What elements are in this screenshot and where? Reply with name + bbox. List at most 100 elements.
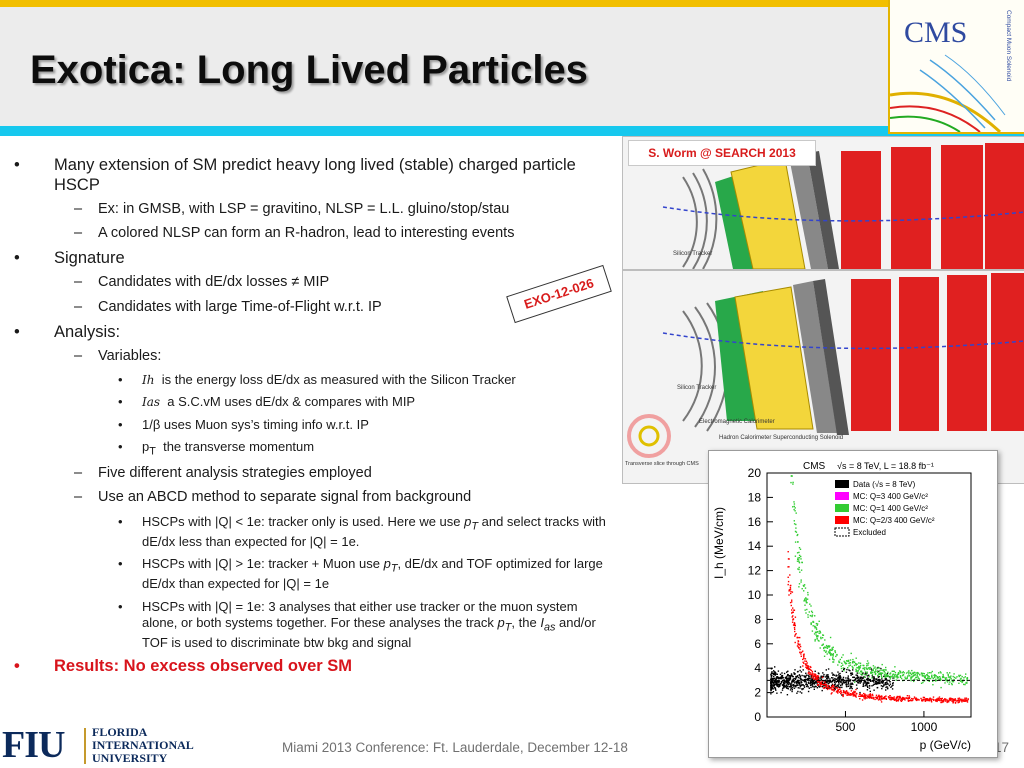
data-point: [792, 506, 794, 508]
data-point: [916, 673, 919, 675]
data-point: [928, 672, 931, 674]
data-point: [800, 653, 802, 655]
data-point: [914, 697, 916, 699]
data-point: [825, 650, 827, 652]
data-point: [826, 647, 829, 649]
data-point: [771, 680, 773, 683]
data-point: [774, 666, 776, 668]
data-point: [899, 676, 902, 678]
data-point: [884, 697, 886, 699]
data-point: [792, 618, 795, 620]
data-point: [939, 671, 942, 673]
data-point: [796, 692, 798, 694]
data-point: [836, 674, 838, 677]
fiu-logo: FIU FLORIDA INTERNATIONAL UNIVERSITY: [2, 724, 202, 768]
data-point: [897, 700, 899, 702]
data-point: [790, 590, 792, 593]
data-point: [847, 659, 850, 662]
data-point: [939, 676, 941, 678]
data-point: [832, 658, 834, 660]
data-point: [844, 692, 847, 695]
data-point: [789, 675, 792, 677]
data-point: [966, 677, 969, 679]
data-point: [790, 673, 793, 675]
data-point: [931, 674, 933, 676]
data-point: [963, 677, 965, 679]
data-point: [842, 694, 844, 696]
data-point: [802, 658, 804, 661]
y-tick-label: 18: [748, 490, 762, 504]
data-point: [792, 607, 794, 609]
data-point: [780, 677, 782, 679]
data-point: [873, 678, 875, 680]
data-point: [849, 687, 851, 690]
data-point: [832, 677, 834, 679]
data-point: [774, 687, 776, 689]
data-point: [963, 700, 965, 702]
data-point: [942, 675, 944, 677]
y-tick-label: 16: [748, 515, 762, 529]
data-point: [791, 612, 793, 614]
data-point: [923, 696, 926, 699]
data-point: [803, 599, 806, 601]
data-point: [847, 685, 850, 687]
data-point: [838, 686, 841, 689]
data-point: [966, 678, 968, 680]
data-point: [803, 686, 806, 688]
data-point: [866, 668, 868, 670]
data-point: [805, 675, 807, 677]
data-point: [966, 699, 968, 702]
data-point: [811, 677, 813, 679]
x-tick-label: 500: [835, 720, 855, 734]
data-point: [942, 673, 944, 676]
data-point: [832, 657, 834, 659]
data-point: [809, 603, 811, 605]
data-point: [825, 679, 827, 681]
data-point: [861, 676, 863, 678]
data-point: [789, 677, 792, 679]
data-point: [789, 678, 792, 680]
data-point: [799, 685, 802, 687]
data-point: [799, 645, 802, 648]
data-point: [789, 686, 791, 688]
bullet-analysis: • Analysis:: [14, 322, 121, 341]
data-point: [916, 678, 918, 681]
data-point: [837, 680, 839, 682]
data-point: [869, 666, 872, 669]
data-point: [797, 643, 799, 646]
footer-conference: Miami 2013 Conference: Ft. Lauderdale, D…: [282, 740, 628, 755]
data-point: [884, 669, 886, 671]
data-point: [847, 660, 850, 663]
data-point: [800, 555, 802, 558]
data-point: [828, 680, 830, 683]
data-point: [896, 695, 899, 698]
data-point: [809, 677, 811, 680]
y-tick-label: 4: [754, 661, 761, 675]
sub-bullet-gmsb: – Ex: in GMSB, with LSP = gravitino, NLSP…: [74, 200, 510, 217]
data-point: [786, 675, 789, 677]
data-point: [790, 686, 792, 688]
data-point: [901, 699, 903, 701]
data-point: [871, 674, 874, 676]
data-point: [938, 696, 941, 698]
data-point: [796, 682, 799, 684]
data-point: [798, 681, 800, 683]
data-point: [834, 688, 836, 690]
data-point: [808, 673, 811, 675]
data-point: [845, 681, 847, 683]
data-point: [881, 672, 884, 674]
data-point: [807, 690, 810, 693]
data-point: [935, 678, 937, 680]
data-point: [801, 688, 803, 690]
data-point: [795, 684, 798, 686]
data-point: [802, 669, 804, 671]
data-point: [816, 636, 818, 638]
data-point: [778, 686, 780, 688]
data-point: [791, 681, 793, 683]
data-point: [808, 611, 810, 613]
data-point: [787, 583, 789, 586]
data-point: [877, 682, 879, 685]
data-point: [822, 683, 825, 686]
data-point: [793, 685, 795, 687]
data-point: [817, 635, 819, 637]
